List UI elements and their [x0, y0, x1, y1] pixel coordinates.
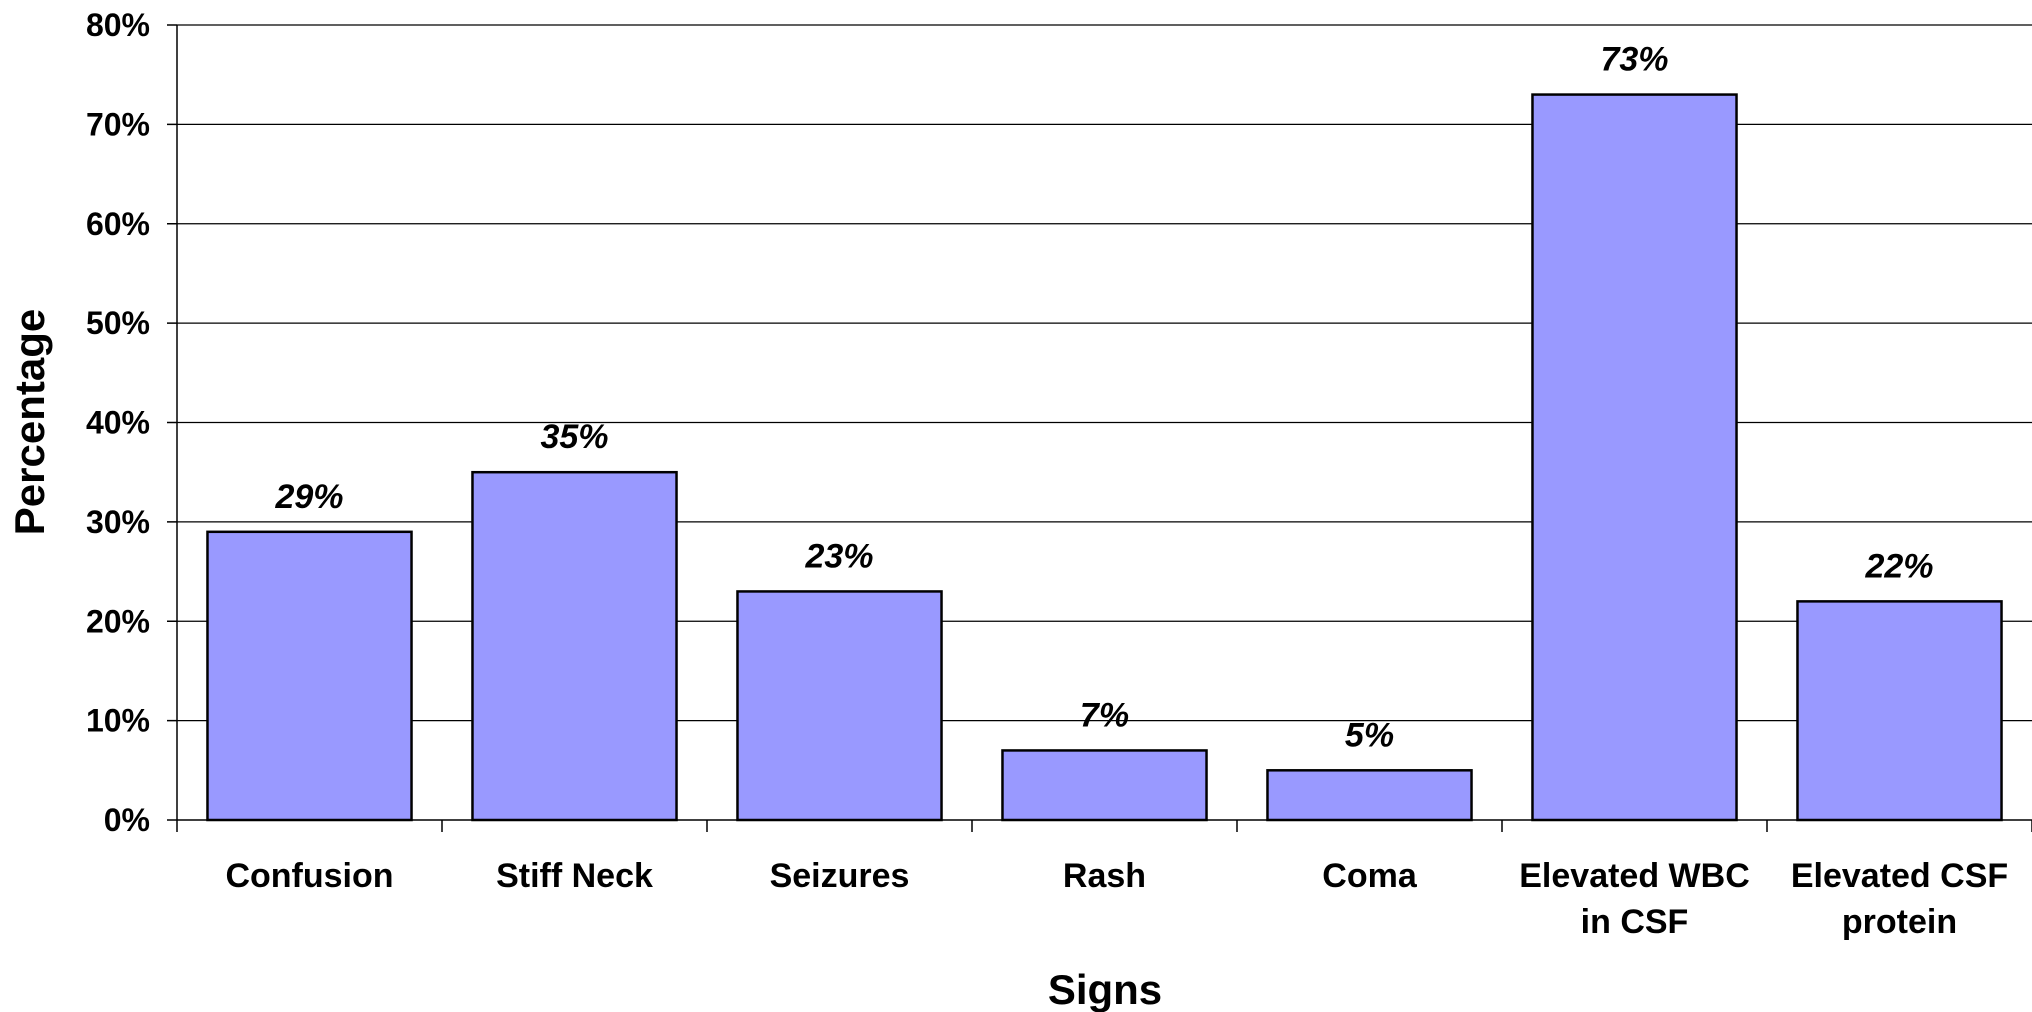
y-tick-label: 80%	[86, 7, 150, 43]
y-tick-label: 10%	[86, 703, 150, 739]
data-labels: 29% 35% 23% 7% 5% 73% 22%	[274, 41, 1933, 755]
x-axis-title: Signs	[1048, 966, 1162, 1012]
axes	[167, 24, 2032, 832]
data-label: 23%	[804, 537, 873, 575]
bars	[206, 93, 2003, 822]
bar	[1266, 769, 1473, 822]
category-label: in CSF	[1581, 903, 1689, 941]
bar	[1796, 600, 2003, 822]
y-tick-label: 0%	[104, 802, 150, 838]
data-label: 29%	[274, 478, 343, 516]
y-tick-label: 40%	[86, 405, 150, 441]
x-category-labels: Confusion Stiff Neck Seizures Rash Coma Eleva…	[225, 857, 2008, 941]
y-tick-label: 20%	[86, 603, 150, 639]
y-tick-label: 70%	[86, 106, 150, 142]
bar	[206, 530, 413, 822]
data-label: 35%	[540, 418, 608, 456]
data-label: 7%	[1080, 696, 1129, 734]
category-label: Elevated CSF	[1791, 857, 2008, 895]
gridlines	[177, 24, 2032, 722]
category-label: Rash	[1063, 857, 1146, 895]
category-label: Confusion	[225, 857, 393, 895]
y-tick-labels: 0% 10% 20% 30% 40% 50% 60% 70% 80%	[86, 7, 150, 838]
data-label: 22%	[1864, 547, 1933, 585]
y-tick-label: 30%	[86, 504, 150, 540]
bar	[471, 470, 678, 822]
category-label: Coma	[1322, 857, 1418, 895]
category-label: Seizures	[770, 857, 910, 895]
data-label: 5%	[1345, 716, 1394, 754]
data-label: 73%	[1600, 41, 1668, 79]
category-label: protein	[1842, 903, 1957, 941]
category-label: Stiff Neck	[496, 857, 653, 895]
bar	[1531, 93, 1738, 822]
y-axis-title: Percentage	[6, 309, 53, 535]
y-tick-label: 60%	[86, 206, 150, 242]
category-label: Elevated WBC	[1519, 857, 1750, 895]
y-tick-label: 50%	[86, 305, 150, 341]
bar	[736, 590, 943, 822]
bar	[1001, 749, 1208, 822]
